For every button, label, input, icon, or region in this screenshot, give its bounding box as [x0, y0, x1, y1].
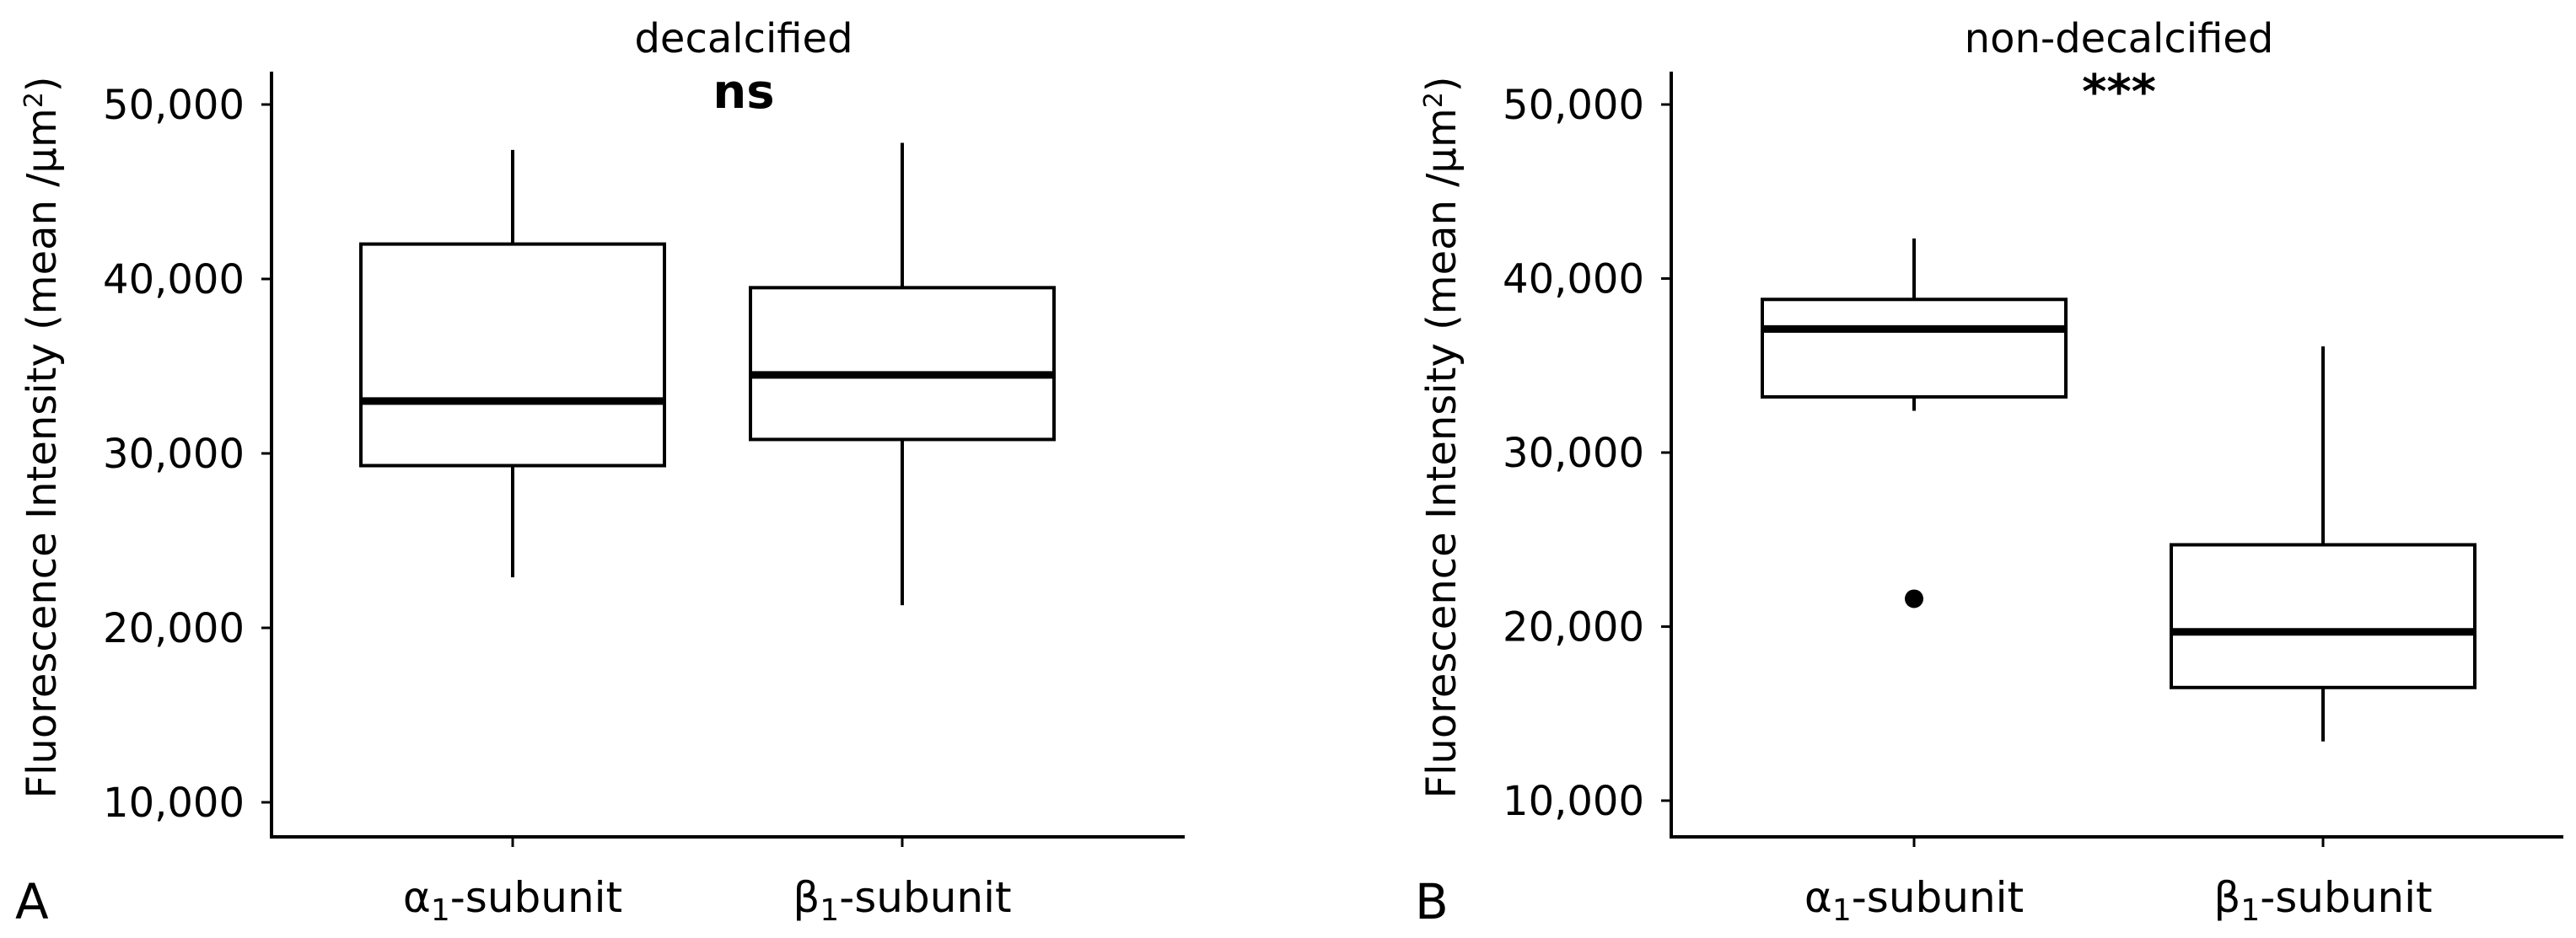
- y-tick-label: 30,000: [103, 431, 245, 478]
- iqr-box: [361, 244, 664, 466]
- panel-b: non-decalcified*** 10,000 20,000 30,000 40,0…: [1415, 15, 2563, 930]
- y-tick-label: 20,000: [1503, 604, 1644, 651]
- box-1: [361, 150, 664, 577]
- iqr-box: [1762, 299, 2066, 397]
- y-axis-label: Fluorescence Intensity (mean /µm2): [19, 76, 66, 798]
- panel-letter: B: [1415, 873, 1449, 930]
- category-label: β1-subunit: [793, 873, 1011, 928]
- box-2: [750, 143, 1054, 606]
- y-tick-label: 50,000: [1503, 82, 1644, 129]
- box-1: [1762, 239, 2066, 608]
- iqr-box: [750, 287, 1054, 439]
- y-tick-label: 50,000: [103, 82, 245, 129]
- iqr-box: [2171, 544, 2475, 687]
- panel-letter: A: [15, 873, 49, 930]
- category-label: α1-subunit: [1804, 873, 2024, 928]
- y-tick-label: 40,000: [1503, 256, 1644, 303]
- y-tick-label: 30,000: [1503, 430, 1644, 477]
- box-2: [2171, 346, 2475, 742]
- category-label: α1-subunit: [403, 873, 622, 928]
- outlier-point: [1905, 589, 1923, 608]
- y-tick-label: 20,000: [103, 605, 245, 652]
- significance-label: ns: [713, 65, 774, 120]
- y-tick-label: 40,000: [103, 256, 245, 303]
- y-tick-label: 10,000: [1503, 778, 1644, 825]
- category-label: β1-subunit: [2213, 873, 2432, 928]
- y-axis-label: Fluorescence Intensity (mean /µm2): [1418, 76, 1465, 798]
- panel-title: non-decalcified: [1965, 15, 2274, 62]
- significance-label: ***: [2082, 65, 2156, 120]
- panel-title: decalcified: [634, 15, 852, 62]
- y-tick-label: 10,000: [103, 780, 245, 827]
